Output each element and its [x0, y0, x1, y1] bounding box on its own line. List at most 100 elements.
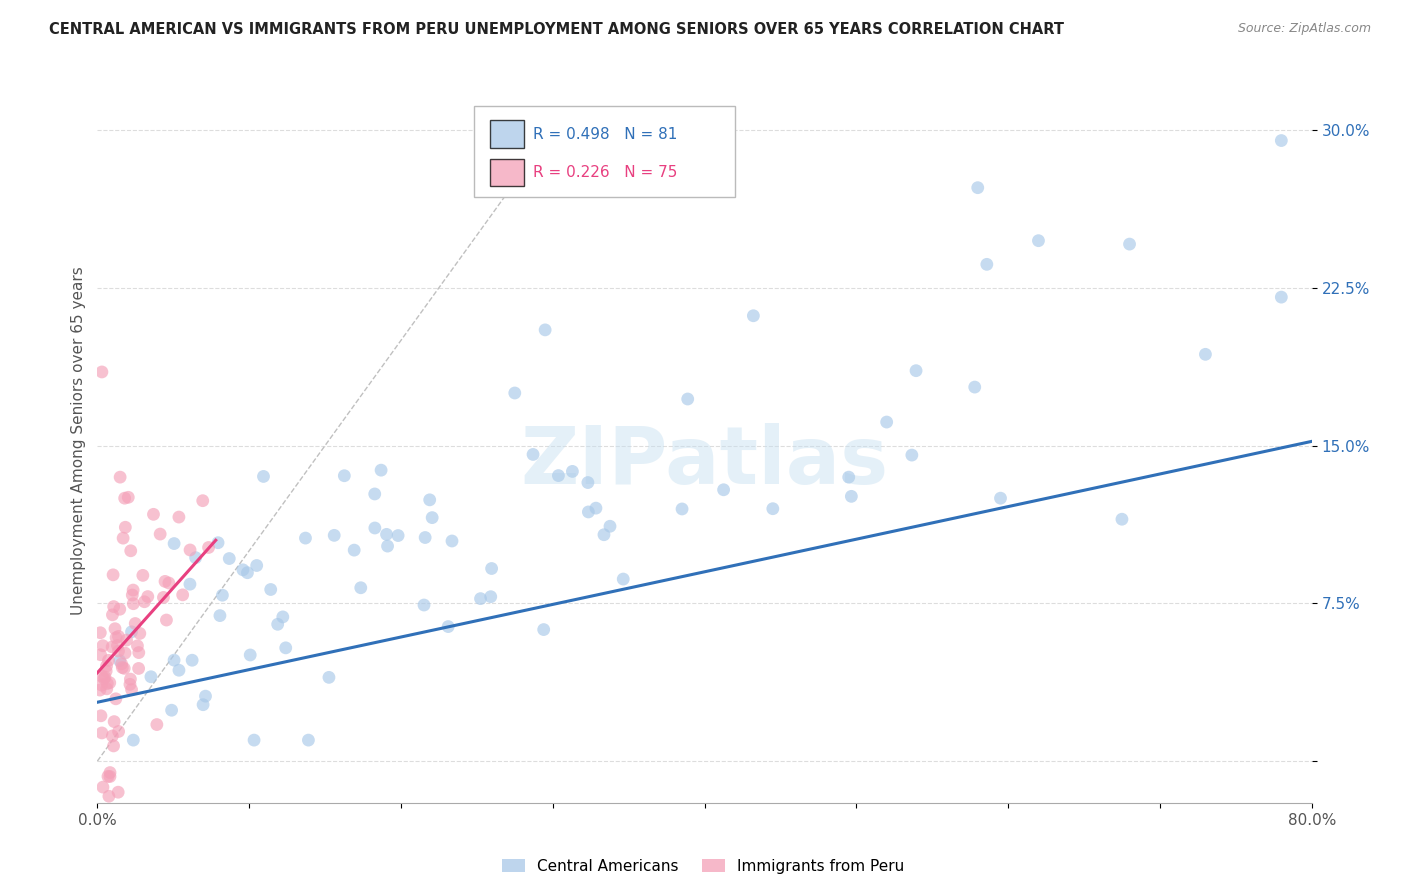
Point: [440, 533, 463, 548]
Point: [413, 531, 436, 545]
Point: [1194, 347, 1216, 361]
Point: [121, 682, 143, 697]
Point: [122, 583, 145, 598]
Point: [1028, 234, 1050, 248]
Point: [503, 386, 526, 401]
Point: [163, 536, 186, 550]
Point: [139, 670, 162, 684]
Point: [318, 670, 340, 684]
Point: [671, 502, 693, 516]
Point: [160, 703, 183, 717]
Point: [104, 691, 127, 706]
Point: [343, 543, 366, 558]
Point: [990, 491, 1012, 505]
Point: [103, 739, 125, 753]
Point: [167, 510, 190, 524]
Point: [107, 629, 129, 643]
Point: [239, 648, 262, 662]
Point: [1111, 512, 1133, 526]
Point: [547, 468, 569, 483]
Point: [585, 501, 607, 516]
Point: [155, 613, 177, 627]
Point: [89, 625, 111, 640]
Point: [260, 582, 283, 597]
Point: [98, 770, 121, 784]
Point: [364, 487, 387, 501]
Point: [122, 733, 145, 747]
Point: [522, 447, 544, 461]
Point: [246, 558, 269, 573]
Point: [94, 670, 117, 684]
Point: [96, 676, 118, 690]
Point: [110, 657, 132, 671]
Point: [163, 653, 186, 667]
Point: [172, 588, 194, 602]
Point: [105, 631, 128, 645]
Point: [114, 646, 136, 660]
Point: [713, 483, 735, 497]
Point: [98, 765, 121, 780]
Point: [419, 492, 441, 507]
Point: [181, 653, 204, 667]
Point: [117, 491, 139, 505]
Point: [966, 180, 988, 194]
Point: [114, 491, 136, 505]
Point: [323, 528, 346, 542]
Y-axis label: Unemployment Among Seniors over 65 years: Unemployment Among Seniors over 65 years: [72, 266, 86, 615]
Point: [97, 789, 120, 804]
Text: CENTRAL AMERICAN VS IMMIGRANTS FROM PERU UNEMPLOYMENT AMONG SENIORS OVER 65 YEAR: CENTRAL AMERICAN VS IMMIGRANTS FROM PERU…: [49, 22, 1064, 37]
Point: [576, 505, 599, 519]
Point: [111, 660, 134, 674]
Point: [274, 640, 297, 655]
Point: [232, 563, 254, 577]
Point: [252, 469, 274, 483]
Point: [333, 468, 356, 483]
Point: [194, 689, 217, 703]
Point: [91, 639, 114, 653]
Point: [103, 714, 125, 729]
Point: [90, 648, 112, 662]
Point: [134, 595, 156, 609]
Point: [118, 677, 141, 691]
Legend: Central Americans, Immigrants from Peru: Central Americans, Immigrants from Peru: [496, 853, 910, 880]
Point: [112, 531, 135, 545]
Point: [90, 708, 112, 723]
Point: [97, 653, 120, 667]
Point: [90, 678, 112, 692]
Point: [91, 780, 114, 794]
Point: [157, 576, 180, 591]
Point: [107, 644, 129, 658]
Point: [96, 681, 118, 696]
Point: [127, 639, 149, 653]
Text: R = 0.226   N = 75: R = 0.226 N = 75: [533, 165, 678, 180]
Point: [153, 574, 176, 589]
Point: [236, 566, 259, 580]
Point: [534, 323, 557, 337]
Point: [120, 543, 142, 558]
Point: [841, 489, 863, 503]
FancyBboxPatch shape: [489, 159, 523, 186]
Point: [211, 588, 233, 602]
Point: [266, 617, 288, 632]
Point: [976, 257, 998, 271]
Point: [420, 510, 443, 524]
Point: [96, 659, 118, 673]
Point: [97, 769, 120, 783]
Point: [107, 785, 129, 799]
Point: [377, 539, 399, 553]
Point: [479, 590, 502, 604]
Point: [593, 527, 616, 541]
Point: [107, 724, 129, 739]
Point: [114, 520, 136, 534]
Point: [89, 683, 111, 698]
Point: [271, 610, 294, 624]
Point: [104, 622, 127, 636]
Point: [375, 527, 398, 541]
Point: [901, 448, 924, 462]
FancyBboxPatch shape: [489, 120, 523, 148]
Point: [218, 551, 240, 566]
Point: [90, 365, 112, 379]
Point: [101, 729, 124, 743]
Point: [413, 598, 436, 612]
Point: [297, 733, 319, 747]
